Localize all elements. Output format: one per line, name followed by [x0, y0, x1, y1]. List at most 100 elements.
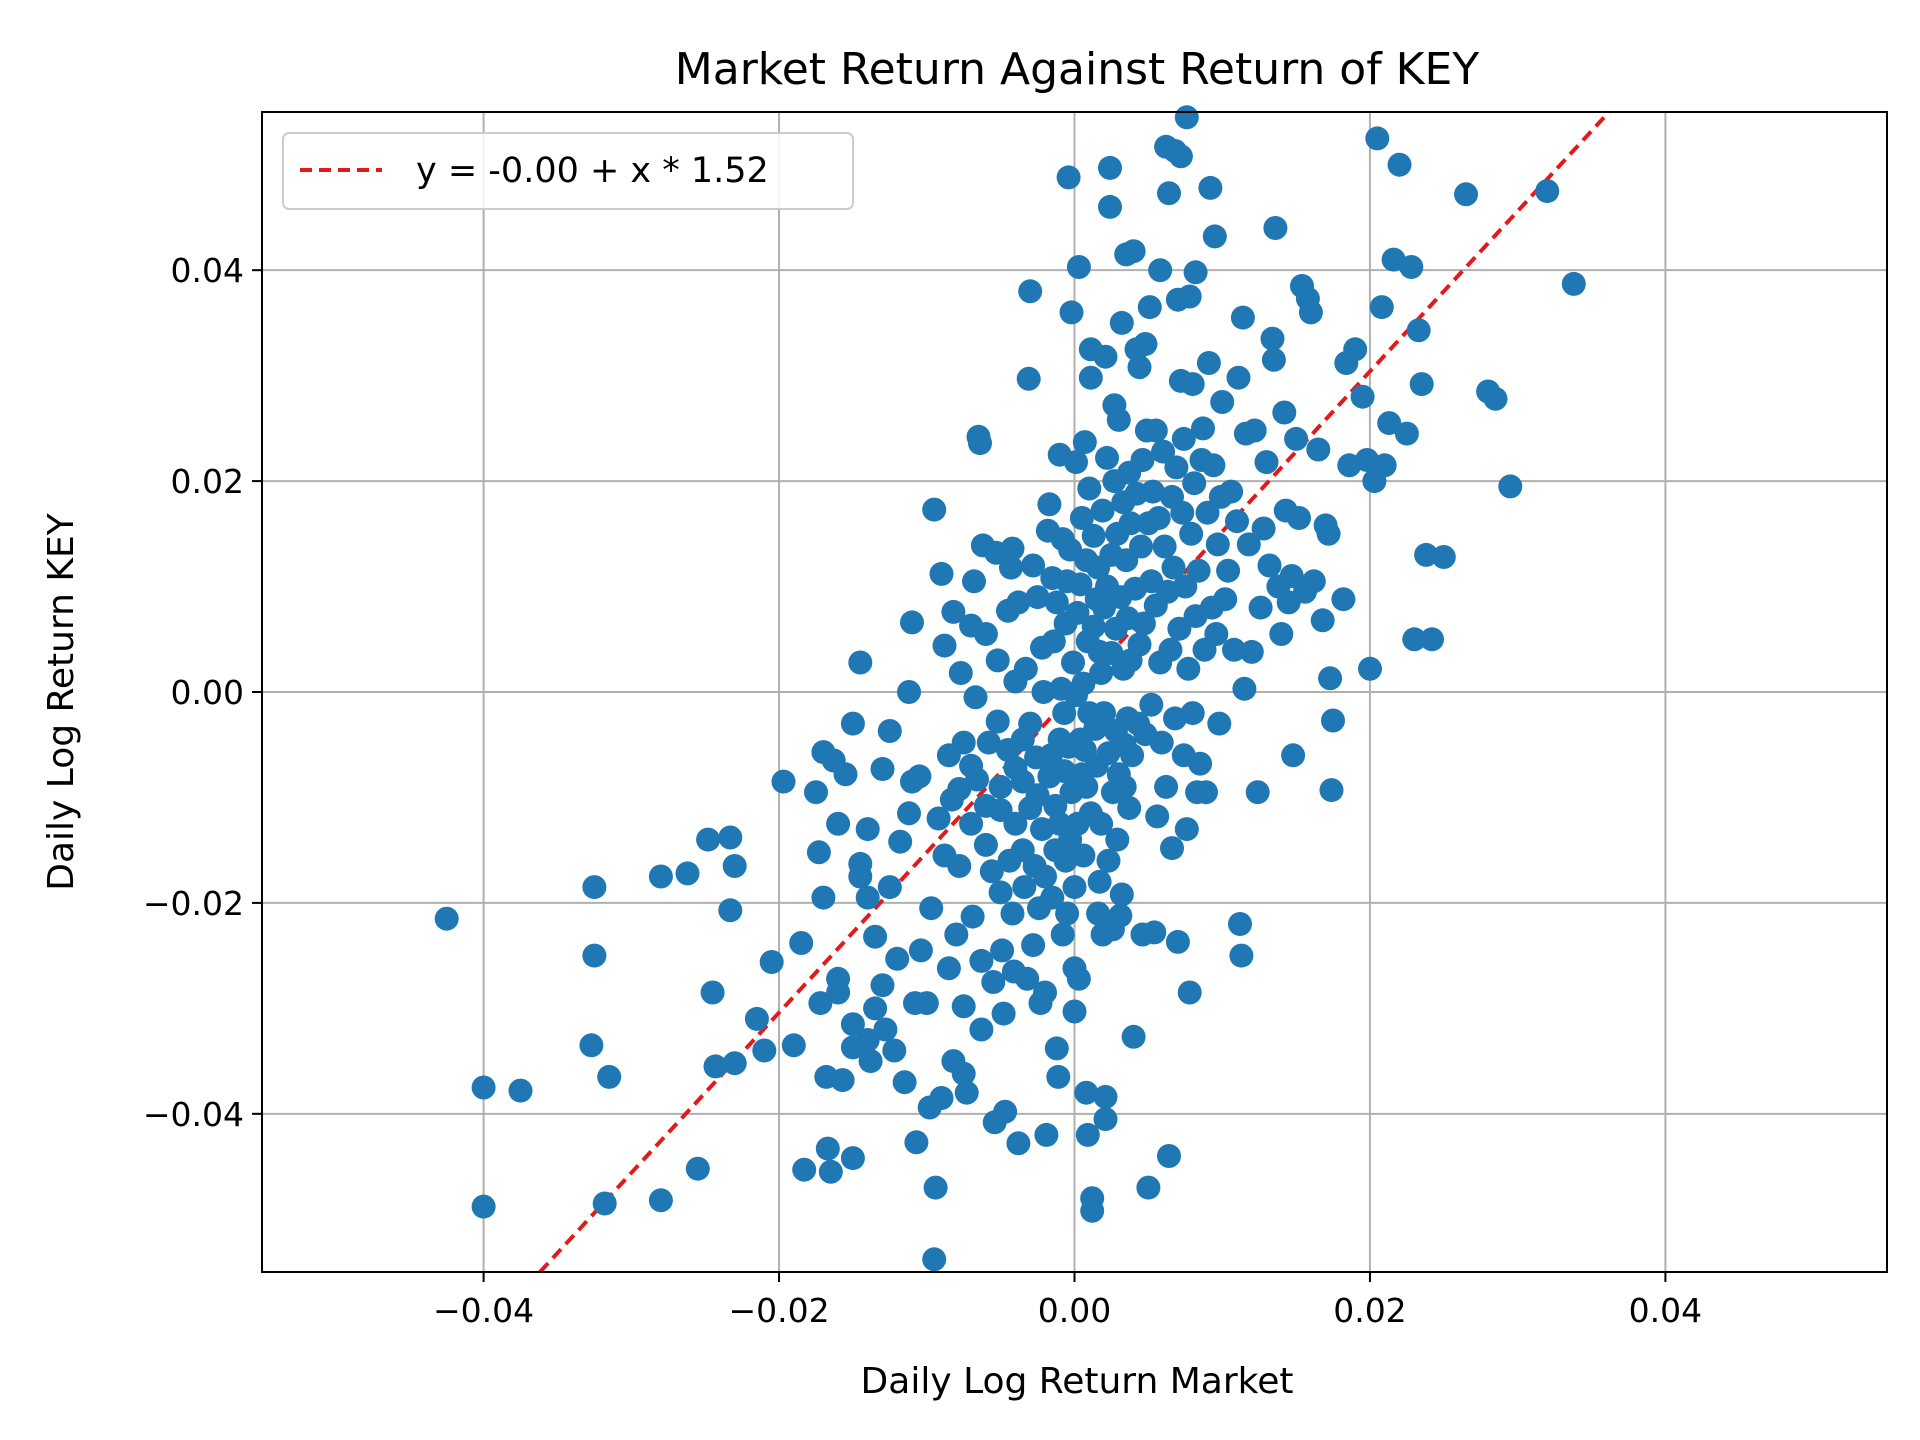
data-point — [900, 610, 924, 635]
y-tick-label: 0.04 — [171, 251, 244, 290]
data-point — [1074, 1080, 1099, 1105]
data-point — [1204, 622, 1229, 646]
data-point — [582, 875, 607, 900]
data-point — [1089, 661, 1114, 685]
data-point — [897, 801, 921, 826]
data-point — [1087, 869, 1112, 894]
data-point — [1121, 1024, 1146, 1049]
data-point — [1127, 355, 1152, 380]
data-point — [1186, 558, 1211, 583]
data-point — [685, 1156, 710, 1181]
data-point — [904, 1130, 929, 1155]
data-point — [919, 896, 944, 921]
data-point — [1033, 980, 1057, 1005]
data-point — [830, 1068, 855, 1093]
data-point — [1000, 536, 1025, 561]
data-point — [1016, 366, 1041, 391]
data-point — [804, 780, 828, 805]
data-point — [973, 832, 998, 857]
data-point — [826, 966, 851, 991]
data-point — [1080, 1198, 1105, 1223]
data-point — [789, 931, 814, 955]
data-point — [1066, 966, 1091, 991]
data-point — [976, 730, 1001, 755]
data-point — [968, 431, 992, 456]
data-point — [914, 991, 939, 1016]
data-point — [1205, 532, 1230, 557]
data-point — [885, 946, 910, 971]
data-point — [1098, 155, 1122, 180]
data-point — [1037, 492, 1062, 517]
data-point — [855, 885, 880, 910]
data-point — [1142, 920, 1167, 945]
data-point — [954, 1080, 979, 1105]
data-point — [1021, 553, 1046, 578]
data-point — [1198, 175, 1223, 200]
x-axis-label: Daily Log Return Market — [861, 1361, 1294, 1402]
data-point — [1369, 295, 1394, 320]
data-point — [1229, 943, 1254, 968]
data-point — [1260, 326, 1285, 351]
data-point — [1043, 793, 1068, 818]
data-point — [1365, 126, 1390, 151]
data-point — [1248, 595, 1273, 620]
data-point — [1041, 629, 1066, 654]
data-point — [979, 859, 1004, 884]
data-point — [1148, 258, 1173, 283]
data-point — [1154, 774, 1179, 799]
data-point — [892, 1070, 917, 1095]
data-point — [1535, 179, 1560, 204]
data-point — [882, 1038, 907, 1063]
data-point — [1222, 637, 1246, 662]
data-point — [1021, 933, 1046, 958]
data-point — [1006, 1131, 1031, 1156]
data-point — [1287, 506, 1311, 530]
data-point — [960, 904, 985, 929]
data-point — [700, 980, 725, 1005]
data-point — [908, 938, 933, 963]
data-point — [1133, 332, 1158, 356]
data-point — [1279, 564, 1304, 588]
data-point — [1089, 811, 1114, 836]
x-tick-label: 0.00 — [1038, 1291, 1111, 1330]
y-tick-label: 0.02 — [171, 462, 244, 501]
data-point — [840, 1012, 865, 1037]
data-point — [947, 777, 972, 801]
data-point — [1402, 627, 1427, 652]
data-point — [471, 1194, 496, 1219]
data-point — [1062, 875, 1087, 900]
data-point — [897, 680, 921, 704]
data-point — [1146, 506, 1171, 530]
data-point — [1167, 616, 1192, 641]
data-point — [1098, 194, 1122, 219]
data-point — [1216, 558, 1241, 583]
data-point — [1301, 569, 1326, 594]
x-tick-label: 0.04 — [1629, 1291, 1702, 1330]
data-point — [1414, 542, 1439, 567]
data-point — [1143, 418, 1168, 443]
data-point — [1261, 347, 1286, 372]
data-point — [1230, 305, 1255, 330]
data-point — [1387, 152, 1412, 177]
data-point — [873, 1017, 898, 1042]
data-point — [991, 1001, 1016, 1026]
data-point — [985, 709, 1010, 734]
data-point — [1161, 555, 1186, 580]
data-point — [965, 767, 989, 792]
data-point — [1182, 471, 1207, 496]
data-point — [1040, 885, 1065, 910]
data-point — [1151, 439, 1176, 464]
data-point — [941, 599, 966, 624]
data-point — [1112, 774, 1137, 799]
legend-box — [282, 132, 854, 210]
data-point — [1077, 476, 1102, 501]
data-point — [1015, 966, 1040, 991]
data-point — [815, 1136, 840, 1161]
data-point — [840, 711, 865, 736]
data-point — [1226, 365, 1251, 390]
data-point — [1003, 811, 1028, 836]
data-point — [973, 622, 998, 646]
data-point — [1106, 407, 1131, 432]
data-point — [863, 996, 888, 1021]
